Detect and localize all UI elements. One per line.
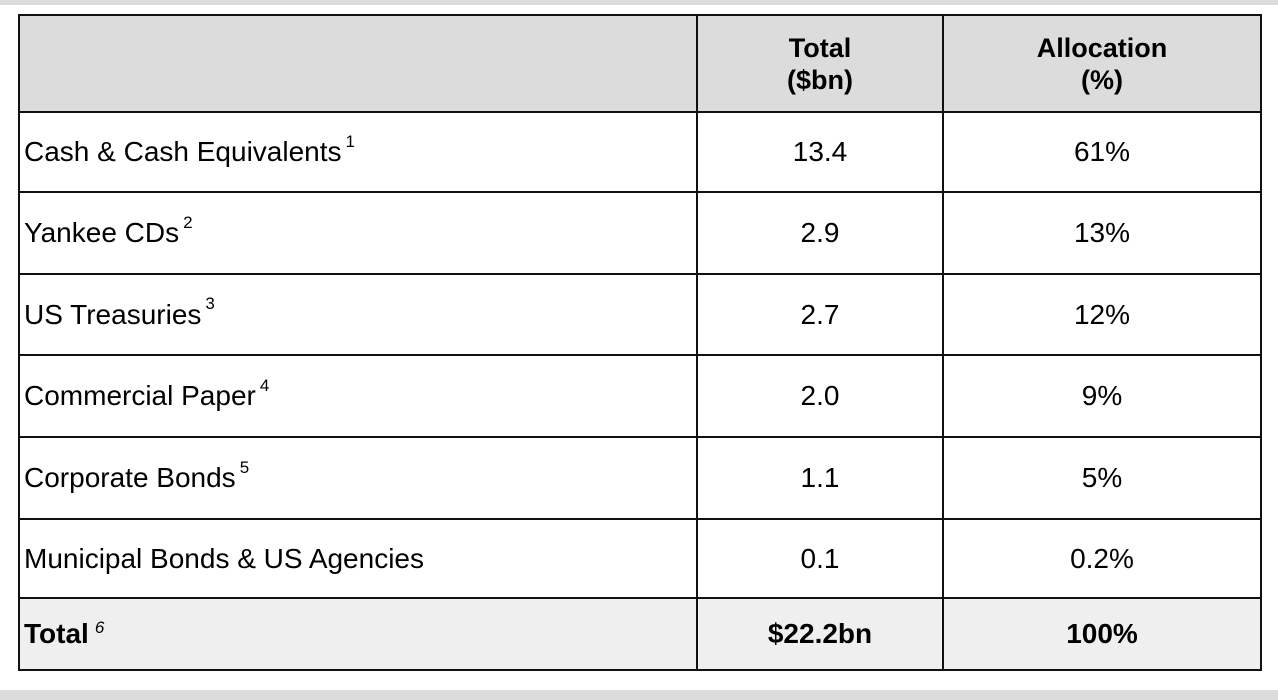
bottom-band: [0, 690, 1278, 700]
table-row: Cash & Cash Equivalents 1 13.4 61%: [18, 111, 1262, 193]
row-label: Cash & Cash Equivalents: [24, 136, 342, 167]
header-total-line1: Total: [788, 32, 852, 63]
footnote-marker: 5: [239, 457, 250, 477]
row-label: Municipal Bonds & US Agencies: [24, 542, 424, 574]
top-band: [0, 0, 1278, 5]
table-row: US Treasuries 3 2.7 12%: [18, 273, 1262, 356]
header-allocation-line2: (%): [1081, 64, 1123, 95]
row-allocation-cell: 12%: [942, 273, 1262, 356]
total-label: Total: [24, 618, 89, 649]
row-allocation-cell: 13%: [942, 191, 1262, 275]
row-total-cell: 13.4: [696, 111, 944, 193]
footnote-marker: 6: [94, 617, 105, 637]
row-total-cell: 2.0: [696, 354, 944, 438]
header-allocation-cell: Allocation (%): [942, 14, 1262, 113]
row-label: US Treasuries: [24, 298, 202, 330]
row-allocation-cell: 9%: [942, 354, 1262, 438]
row-label-cell: Municipal Bonds & US Agencies: [18, 518, 698, 599]
row-label-cell: Cash & Cash Equivalents 1: [18, 111, 698, 193]
row-label: Commercial Paper: [24, 380, 256, 411]
table-row: Corporate Bonds 5 1.1 5%: [18, 436, 1262, 520]
header-allocation-line1: Allocation: [1036, 32, 1168, 63]
row-label-cell: Commercial Paper 4: [18, 354, 698, 438]
table-total-row: Total 6 $22.2bn 100%: [18, 597, 1262, 671]
table-row: Yankee CDs 2 2.9 13%: [18, 191, 1262, 275]
total-allocation-cell: 100%: [942, 597, 1262, 671]
row-label-cell: Yankee CDs 2: [18, 191, 698, 275]
footnote-marker: 3: [205, 294, 215, 314]
row-total-cell: 1.1: [696, 436, 944, 520]
row-label: Corporate Bonds: [24, 462, 236, 493]
table-row: Commercial Paper 4 2.0 9%: [18, 354, 1262, 438]
row-allocation-cell: 5%: [942, 436, 1262, 520]
footnote-marker: 2: [183, 212, 193, 232]
row-total-cell: 2.9: [696, 191, 944, 275]
table-row: Municipal Bonds & US Agencies 0.1 0.2%: [18, 518, 1262, 599]
row-total-cell: 2.7: [696, 273, 944, 356]
footnote-marker: 1: [345, 131, 355, 151]
holdings-table: Total ($bn) Allocation (%) Cash & Cash E…: [18, 14, 1262, 671]
header-total-cell: Total ($bn): [696, 14, 944, 113]
total-value-cell: $22.2bn: [696, 597, 944, 671]
total-label-cell: Total 6: [18, 597, 698, 671]
header-total-line2: ($bn): [787, 64, 853, 95]
table-header-row: Total ($bn) Allocation (%): [18, 14, 1262, 113]
footnote-marker: 4: [259, 375, 270, 395]
header-label-cell: [18, 14, 698, 113]
row-label-cell: US Treasuries 3: [18, 273, 698, 356]
row-allocation-cell: 0.2%: [942, 518, 1262, 599]
row-total-cell: 0.1: [696, 518, 944, 599]
row-label-cell: Corporate Bonds 5: [18, 436, 698, 520]
row-label: Yankee CDs: [24, 217, 180, 248]
row-allocation-cell: 61%: [942, 111, 1262, 193]
